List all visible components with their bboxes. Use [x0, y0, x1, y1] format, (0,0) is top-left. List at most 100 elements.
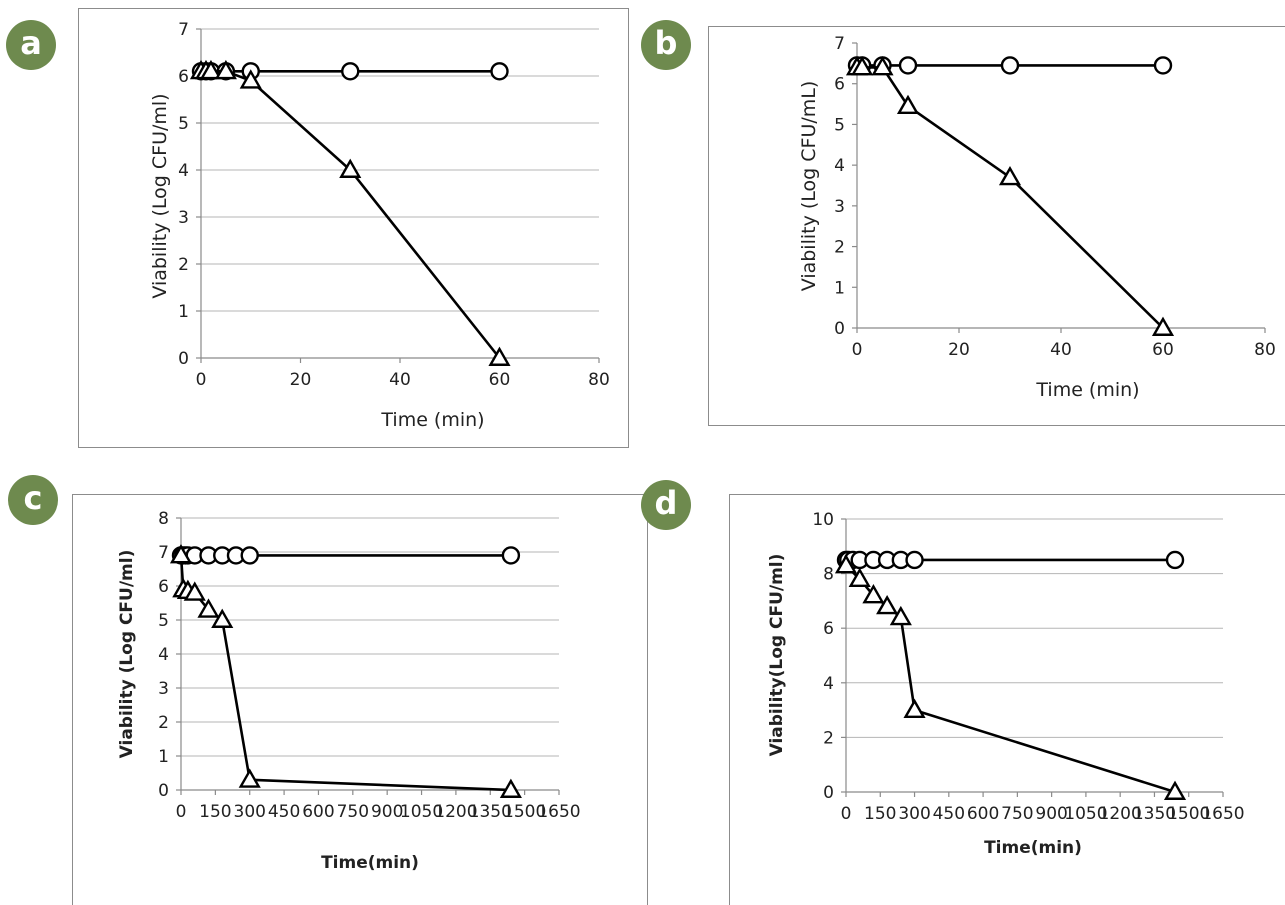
chart-b-triangle-point-5 [1151, 316, 1175, 336]
chart-b-xtick-label-1: 20 [948, 340, 970, 360]
chart-c-xtick-label-2: 300 [234, 802, 266, 822]
chart-c-ytick-label-3: 3 [158, 679, 169, 699]
chart-c-xtick-label-1: 150 [199, 802, 231, 822]
chart-c-triangle-point-7 [499, 778, 522, 798]
chart-a-ytick-label-7: 7 [178, 20, 189, 40]
chart-d-triangle-point-5 [903, 698, 926, 719]
chart-d-ytick-label-5: 10 [812, 510, 834, 530]
chart-d-xtick-label-0: 0 [841, 804, 852, 824]
chart-c-ytick-label-0: 0 [158, 781, 169, 801]
chart-b-circle-point-4 [1000, 56, 1020, 75]
chart-d-xtick-label-1: 150 [864, 804, 896, 824]
chart-d-xtick-label-5: 750 [1001, 804, 1033, 824]
chart-a-x-axis-label: Time (min) [380, 409, 484, 431]
chart-c-x-axis-label: Time(min) [321, 853, 419, 873]
chart-d-series-triangle-line [845, 564, 1176, 794]
chart-d-xtick-label-9: 1350 [1133, 804, 1176, 824]
chart-c-ytick-label-2: 2 [158, 713, 169, 733]
chart-d-ytick-label-2: 4 [823, 674, 834, 694]
chart-b-ytick-label-7: 7 [834, 34, 845, 54]
chart-c-circle-point-9 [501, 546, 521, 565]
chart-d-ytick-label-4: 8 [823, 565, 834, 585]
chart-b-ytick-label-3: 3 [834, 197, 845, 217]
chart-c-ytick-label-4: 4 [158, 645, 169, 665]
chart-b-ytick-label-5: 5 [834, 115, 845, 135]
chart-b-ytick-label-6: 6 [834, 75, 845, 95]
chart-b-triangle-point-3 [896, 94, 920, 115]
chart-a-ytick-label-4: 4 [178, 161, 189, 181]
chart-b-xtick-label-3: 60 [1152, 340, 1174, 360]
chart-a-ytick-label-5: 5 [178, 114, 189, 134]
chart-c-triangle-point-0 [169, 543, 193, 564]
chart-c-triangle-point-3 [183, 581, 206, 601]
chart-a-y-axis-label: Viability (Log CFU/ml) [149, 93, 171, 298]
panel-b-frame [708, 26, 1285, 426]
chart-a-xtick-label-0: 0 [196, 370, 207, 390]
chart-c-xtick-label-11: 1650 [537, 802, 580, 822]
chart-b-xtick-label-0: 0 [852, 340, 863, 360]
chart-b-triangle-point-4 [998, 165, 1022, 186]
chart-b-x-axis-label: Time (min) [1035, 379, 1139, 401]
chart-c-xtick-label-4: 600 [302, 802, 334, 822]
chart-a-xtick-label-1: 20 [290, 370, 312, 390]
panel-d-frame [729, 494, 1285, 905]
chart-c-circle-point-8 [240, 546, 259, 565]
chart-b-triangle-point-2 [871, 56, 894, 76]
chart-b-xtick-label-2: 40 [1050, 340, 1072, 360]
chart-c-ytick-label-5: 5 [158, 611, 169, 631]
panel-b-badge: b [641, 20, 691, 70]
chart-a-ytick-label-6: 6 [178, 67, 189, 87]
chart-d-triangle-point-6 [1163, 780, 1187, 800]
chart-b-ytick-label-0: 0 [834, 319, 845, 339]
chart-c-xtick-label-7: 1050 [400, 802, 443, 822]
chart-a-ytick-label-1: 1 [178, 302, 189, 322]
chart-b-circle-point-3 [898, 56, 918, 75]
chart-c-ytick-label-6: 6 [158, 577, 169, 597]
chart-c-triangle-point-4 [197, 598, 220, 618]
chart-b-ytick-label-4: 4 [834, 156, 845, 176]
chart-d-triangle-point-4 [889, 605, 912, 626]
chart-c-y-axis-label: Viability (Log CFU/ml) [117, 550, 137, 759]
chart-a-xtick-label-3: 60 [489, 370, 511, 390]
chart-c-xtick-label-10: 1500 [503, 802, 546, 822]
chart-d-xtick-label-4: 600 [967, 804, 999, 824]
chart-d-xtick-label-7: 1050 [1064, 804, 1107, 824]
chart-a-circle-point-5 [341, 62, 360, 81]
chart-d-xtick-label-2: 300 [898, 804, 930, 824]
chart-d-x-axis-label: Time(min) [984, 838, 1082, 858]
chart-b-triangle-point-1 [851, 56, 874, 76]
chart-a-ytick-label-3: 3 [178, 208, 189, 228]
chart-b-ytick-label-2: 2 [834, 238, 845, 258]
chart-c-xtick-label-8: 1200 [434, 802, 477, 822]
chart-c-ytick-label-8: 8 [158, 509, 169, 529]
chart-a-ytick-label-2: 2 [178, 255, 189, 275]
chart-a-triangle-point-6 [488, 346, 511, 366]
chart-c-xtick-label-6: 900 [371, 802, 403, 822]
chart-c-ytick-label-1: 1 [158, 747, 169, 767]
chart-a-ytick-label-0: 0 [178, 349, 189, 369]
chart-d-triangle-point-2 [862, 584, 885, 604]
chart-a-xtick-label-2: 40 [389, 370, 411, 390]
chart-c-ytick-label-7: 7 [158, 543, 169, 563]
chart-d-xtick-label-8: 1200 [1099, 804, 1142, 824]
chart-a-xtick-label-4: 80 [588, 370, 610, 390]
chart-d-triangle-point-1 [848, 567, 871, 588]
chart-d-xtick-label-3: 450 [933, 804, 965, 824]
panel-a-badge: a [6, 20, 56, 70]
chart-d-circle-point-8 [1165, 550, 1185, 570]
chart-c-triangle-point-5 [211, 608, 234, 628]
chart-d-y-axis-label: Viability(Log CFU/ml) [767, 554, 787, 757]
chart-d-triangle-point-0 [834, 553, 858, 574]
chart-a-triangle-point-3 [214, 59, 237, 80]
chart-c-triangle-point-6 [238, 768, 261, 788]
panel-c-badge: c [8, 475, 58, 525]
chart-b-circle-point-5 [1153, 56, 1173, 75]
panel-c-frame [72, 494, 648, 905]
chart-d-xtick-label-11: 1650 [1201, 804, 1244, 824]
chart-b-y-axis-label: Viability (Log CFU/mL) [798, 81, 820, 292]
chart-d-xtick-label-10: 1500 [1167, 804, 1210, 824]
chart-d-ytick-label-0: 0 [823, 783, 834, 803]
chart-d-circle-point-7 [905, 550, 924, 570]
